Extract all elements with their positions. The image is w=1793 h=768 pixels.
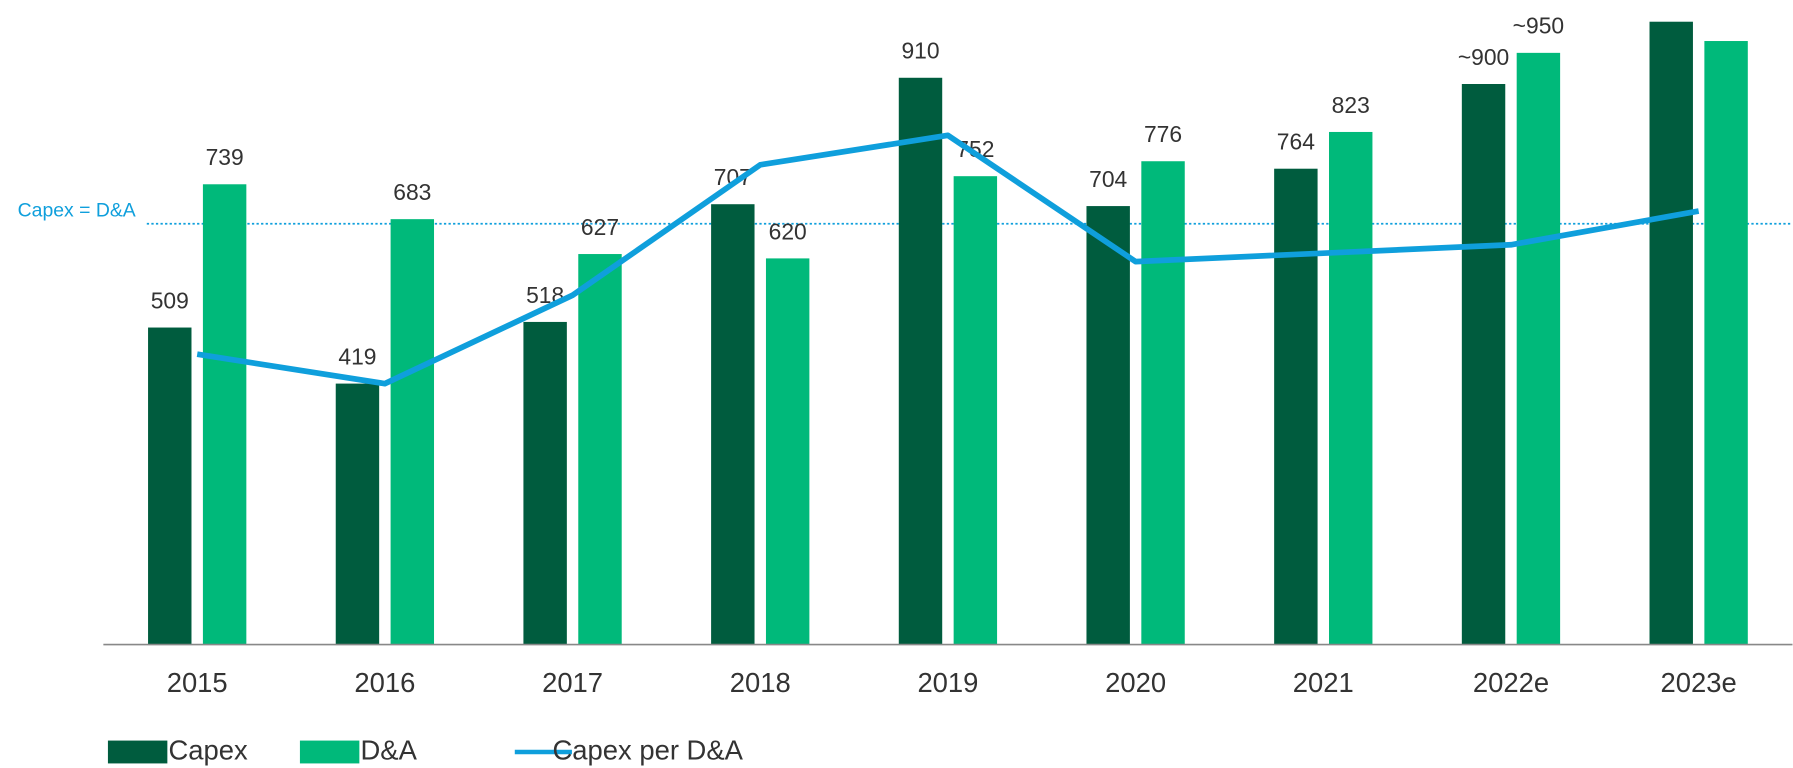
reference-label: Capex = D&A [18,199,136,221]
x-tick-label: 2019 [917,667,978,698]
line [196,132,1700,387]
legend-swatch [107,740,168,764]
bar [390,219,435,645]
bar [1141,161,1185,645]
data-label: 752 [956,136,994,162]
x-tick-label: 2017 [542,667,603,698]
bar [523,321,567,645]
bar [1461,84,1506,645]
bar [953,176,998,645]
bar [1516,52,1561,645]
bar [765,258,810,645]
bar [1704,41,1748,645]
x-tick-label: 2022e [1473,667,1549,698]
data-label: ~900 [1458,44,1509,70]
bar [1649,21,1693,645]
legend-label: Capex [168,734,248,765]
bar [711,204,755,645]
data-label: 776 [1144,121,1182,147]
bar [898,77,943,645]
legend-swatch [299,740,360,764]
data-label: 910 [901,38,939,64]
x-tick-label: 2021 [1293,667,1354,698]
bar [1274,168,1318,645]
data-label: 764 [1277,129,1315,155]
bar [202,184,247,645]
data-label: 419 [338,343,376,369]
legend-label: D&A [361,734,418,765]
data-label: 739 [206,144,244,170]
x-tick-label: 2015 [167,667,228,698]
bar [335,383,380,645]
bar [578,254,622,645]
data-label: 620 [769,218,807,244]
data-label: 509 [151,287,189,313]
data-label: 683 [393,179,431,205]
bar [1086,206,1130,645]
x-tick-label: 2018 [730,667,791,698]
data-label: 627 [581,214,619,240]
data-label: 704 [1089,166,1127,192]
bar [1329,131,1373,645]
data-label: 823 [1332,92,1370,118]
data-label: ~950 [1513,13,1564,39]
legend-label: Capex per D&A [552,734,743,765]
x-tick-label: 2020 [1105,667,1166,698]
x-tick-label: 2016 [354,667,415,698]
x-tick-label: 2023e [1661,667,1737,698]
bar [148,327,192,645]
